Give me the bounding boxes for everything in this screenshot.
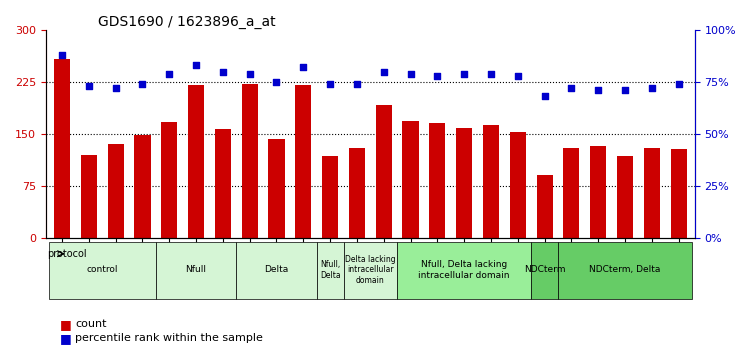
Text: Nfull, Delta lacking
intracellular domain: Nfull, Delta lacking intracellular domai… [418, 260, 510, 280]
Point [511, 73, 523, 78]
Point [163, 71, 175, 76]
Bar [644, 148, 660, 238]
Bar [161, 122, 177, 238]
Point [324, 81, 336, 87]
Bar [430, 124, 445, 238]
Point [190, 62, 202, 68]
Bar [671, 149, 686, 238]
FancyBboxPatch shape [156, 242, 237, 299]
Text: ■: ■ [60, 318, 72, 331]
Bar [188, 85, 204, 238]
Text: Nfull: Nfull [185, 265, 207, 275]
Text: GDS1690 / 1623896_a_at: GDS1690 / 1623896_a_at [98, 15, 276, 29]
Bar [54, 59, 70, 238]
Bar [617, 156, 633, 238]
Point [243, 71, 255, 76]
Point [270, 79, 282, 85]
Point [405, 71, 417, 76]
Text: control: control [86, 265, 118, 275]
Point [217, 69, 229, 74]
Point [351, 81, 363, 87]
Text: percentile rank within the sample: percentile rank within the sample [75, 333, 263, 343]
Point [619, 87, 631, 93]
FancyBboxPatch shape [397, 242, 531, 299]
Bar [349, 148, 365, 238]
Bar [483, 126, 499, 238]
FancyBboxPatch shape [317, 242, 343, 299]
Point [566, 85, 578, 91]
Point [538, 94, 550, 99]
Text: ■: ■ [60, 332, 72, 345]
Text: protocol: protocol [47, 249, 87, 259]
Point [83, 83, 95, 89]
Text: Delta: Delta [264, 265, 288, 275]
Point [110, 85, 122, 91]
Bar [134, 135, 150, 238]
Point [56, 52, 68, 58]
FancyBboxPatch shape [49, 242, 156, 299]
Bar [322, 156, 338, 238]
Bar [81, 155, 97, 238]
Point [137, 81, 149, 87]
Bar [590, 146, 606, 238]
Text: NDCterm, Delta: NDCterm, Delta [590, 265, 661, 275]
Bar [107, 144, 124, 238]
Bar [295, 85, 312, 238]
Bar [563, 148, 579, 238]
Text: NDCterm: NDCterm [523, 265, 566, 275]
Point [297, 65, 309, 70]
Bar [215, 129, 231, 238]
FancyBboxPatch shape [531, 242, 558, 299]
Point [592, 87, 604, 93]
Text: Delta lacking
intracellular
domain: Delta lacking intracellular domain [345, 255, 396, 285]
Bar [268, 139, 285, 238]
Point [485, 71, 497, 76]
Point [673, 81, 685, 87]
FancyBboxPatch shape [558, 242, 692, 299]
Point [646, 85, 658, 91]
Point [458, 71, 470, 76]
FancyBboxPatch shape [343, 242, 397, 299]
Bar [456, 128, 472, 238]
Bar [510, 132, 526, 238]
Bar [403, 121, 418, 238]
Text: Nfull,
Delta: Nfull, Delta [320, 260, 340, 280]
Text: count: count [75, 319, 107, 329]
Point [431, 73, 443, 78]
Bar [536, 175, 553, 238]
Bar [242, 84, 258, 238]
Point [378, 69, 390, 74]
Bar [376, 105, 392, 238]
FancyBboxPatch shape [237, 242, 317, 299]
